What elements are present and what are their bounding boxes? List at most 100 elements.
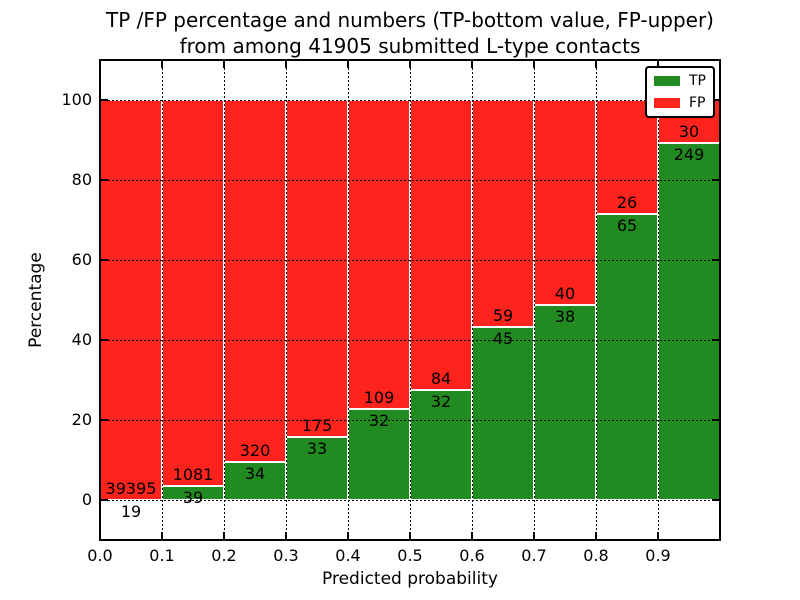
legend-item-label: FP [689,95,706,111]
fp-count-label: 84 [430,368,452,388]
tp-bar-segment [534,305,596,500]
vertical-gridline [223,60,225,540]
x-tickmark [285,532,287,539]
vertical-gridline [533,60,535,540]
tp-count-label: 32 [368,411,390,431]
y-tickmark-right [712,419,719,421]
tp-count-label: 34 [244,463,266,483]
x-tick-label: 0.6 [459,546,485,565]
fp-bar-segment [162,100,224,487]
chart-title: TP /FP percentage and numbers (TP-bottom… [100,7,720,59]
tp-count-label: 249 [673,145,705,164]
y-tickmark-right [712,99,719,101]
y-tickmark [101,499,108,501]
vertical-gridline [285,60,287,540]
y-axis-label: Percentage [26,252,46,348]
fp-bar-segment [224,100,286,462]
fp-count-label: 40 [554,284,576,304]
x-tickmark [533,532,535,539]
x-tickmark [471,532,473,539]
fp-count-label: 39395 [105,478,157,498]
x-axis-spine [99,539,721,541]
tp-bar-segment [658,143,720,500]
y-tick-label: 40 [71,330,92,349]
tp-bar-segment [224,461,286,500]
x-tick-label: 0.2 [211,546,237,565]
x-tickmark [161,532,163,539]
vertical-gridline [409,60,411,540]
tp-count-label: 32 [430,391,452,411]
vertical-gridline [161,60,163,540]
x-tickmark [347,532,349,539]
top-spine [99,59,721,61]
y-tick-label: 0 [81,490,92,509]
x-tickmark [223,532,225,539]
x-tickmark [409,532,411,539]
x-tick-label: 0.9 [645,546,671,565]
x-tickmark [99,532,101,539]
x-tickmark-top [161,61,163,68]
y-tickmark-right [712,339,719,341]
tp-legend-swatch [654,76,680,86]
x-tickmark-top [657,61,659,68]
plot-area: 39395 19 1081 39 320 34 175 33 109 32 84 32 59 45 40 38… [99,59,721,541]
fp-count-label: 175 [301,415,333,435]
x-tick-label: 0.1 [149,546,175,565]
fp-bar-segment [348,100,410,410]
y-axis-spine [99,59,101,541]
tp-count-label: 38 [554,307,576,327]
fp-count-label: 30 [678,122,700,141]
fp-bar-segment [100,100,162,500]
fp-count-label: 59 [492,305,514,325]
tp-count-label: 19 [120,501,142,521]
right-spine [719,59,721,541]
x-tickmark-top [347,61,349,68]
y-tickmark [101,419,108,421]
legend-item: FP [654,96,706,110]
y-tickmark-right [712,499,719,501]
x-tickmark-top [471,61,473,68]
vertical-gridline [657,60,659,540]
chart-title-line2: from among 41905 submitted L-type contac… [179,34,641,58]
x-tickmark-top [223,61,225,68]
x-tick-label: 0.3 [273,546,299,565]
fp-count-label: 1081 [172,465,214,485]
x-tickmark-top [409,61,411,68]
x-tick-label: 0.7 [521,546,547,565]
tp-bar-segment [286,436,348,500]
vertical-gridline [471,60,473,540]
fp-count-label: 109 [363,388,395,408]
tp-bar-segment [472,326,534,500]
x-tickmark [657,532,659,539]
fp-bar-segment [410,100,472,390]
fp-bar-segment [472,100,534,327]
fp-bar-segment [534,100,596,306]
tp-bar-segment [348,409,410,500]
y-tickmark [101,339,108,341]
y-tickmark [101,99,108,101]
x-tickmark-top [99,61,101,68]
vertical-gridline [595,60,597,540]
y-tickmark-right [712,179,719,181]
legend-item: TP [654,74,706,88]
x-tick-label: 0.8 [583,546,609,565]
tp-count-label: 45 [492,328,514,348]
y-tick-label: 60 [71,250,92,269]
y-tickmark [101,179,108,181]
x-tickmark-top [285,61,287,68]
tp-count-label: 65 [616,216,638,236]
x-tick-label: 0.0 [87,546,113,565]
x-tick-label: 0.5 [397,546,423,565]
legend: TP FP [645,66,715,118]
fp-count-label: 26 [616,193,638,213]
y-tickmark [101,259,108,261]
y-tick-label: 100 [61,90,92,109]
x-tick-label: 0.4 [335,546,361,565]
y-tick-label: 80 [71,170,92,189]
fp-legend-swatch [654,98,680,108]
x-tickmark-top [595,61,597,68]
tp-count-label: 33 [306,438,328,458]
chart-title-line1: TP /FP percentage and numbers (TP-bottom… [106,8,714,32]
x-tickmark [595,532,597,539]
